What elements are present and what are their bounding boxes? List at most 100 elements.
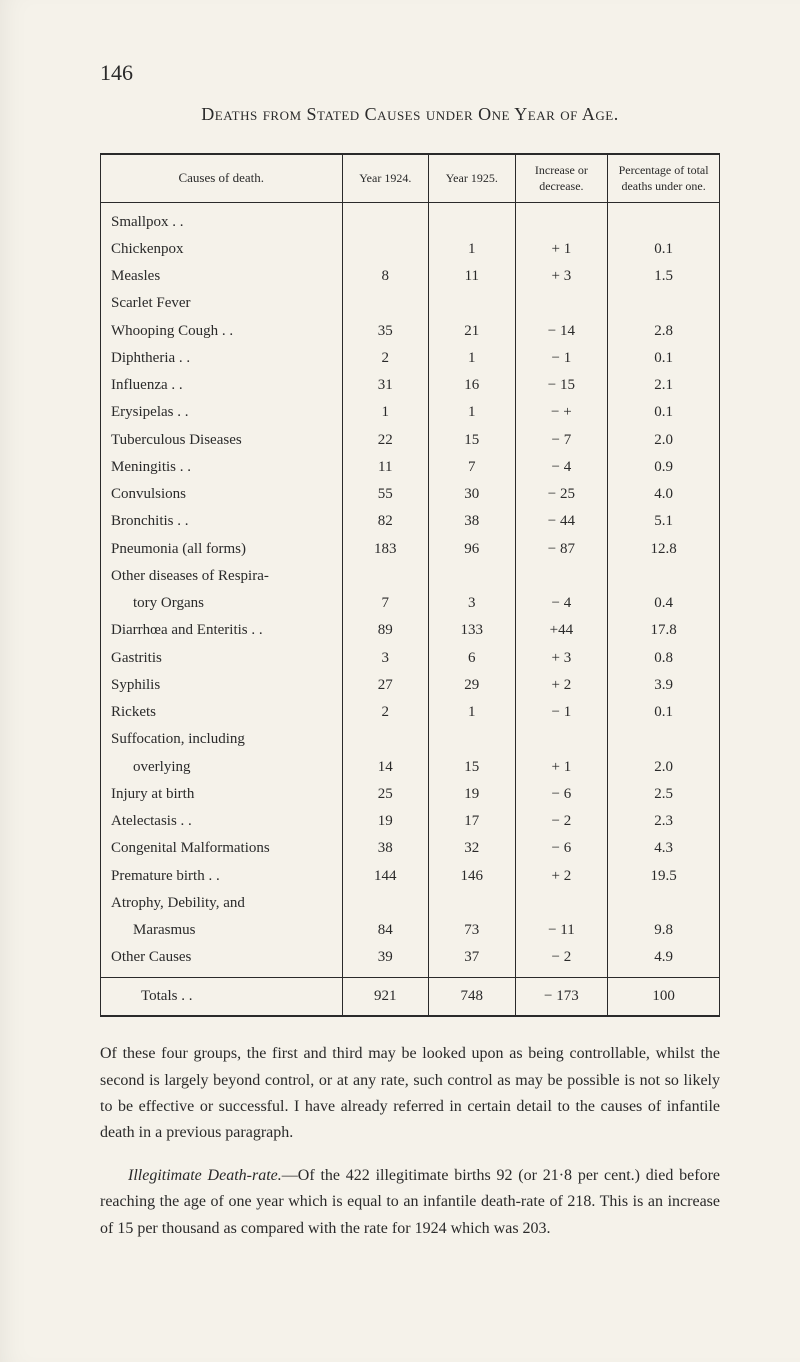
table-row: Chickenpox1+ 10.1 <box>101 236 719 263</box>
deaths-table-container: Causes of death. Year 1924. Year 1925. I… <box>100 153 720 1017</box>
table-row: Scarlet Fever <box>101 290 719 317</box>
table-row: Gastritis36+ 30.8 <box>101 645 719 672</box>
cause-cell: Congenital Malformations <box>101 835 342 862</box>
value-1924: 14 <box>342 754 429 781</box>
value-percentage: 4.0 <box>608 481 719 508</box>
value-increase: + 2 <box>515 863 608 890</box>
value-1925: 19 <box>429 781 516 808</box>
value-percentage: 2.3 <box>608 808 719 835</box>
cause-cell: Syphilis <box>101 672 342 699</box>
table-row: tory Organs73− 40.4 <box>101 590 719 617</box>
page-number: 146 <box>100 60 720 86</box>
value-increase: − 1 <box>515 345 608 372</box>
value-1924: 1 <box>342 399 429 426</box>
value-1924: 55 <box>342 481 429 508</box>
table-body: Smallpox . .Chickenpox1+ 10.1Measles811+… <box>101 203 719 978</box>
table-row: Smallpox . . <box>101 209 719 236</box>
cause-cell: Diphtheria . . <box>101 345 342 372</box>
value-increase: − 44 <box>515 508 608 535</box>
value-percentage <box>608 726 719 753</box>
value-1925: 73 <box>429 917 516 944</box>
table-row: Atelectasis . .1917− 22.3 <box>101 808 719 835</box>
cause-cell: Injury at birth <box>101 781 342 808</box>
page-title: Deaths from Stated Causes under One Year… <box>100 104 720 125</box>
value-1925: 32 <box>429 835 516 862</box>
value-percentage: 2.0 <box>608 427 719 454</box>
table-row: overlying1415+ 12.0 <box>101 754 719 781</box>
value-percentage: 0.9 <box>608 454 719 481</box>
cause-cell: Other diseases of Respira- <box>101 563 342 590</box>
value-1925 <box>429 726 516 753</box>
table-row: Pneumonia (all forms)18396− 8712.8 <box>101 536 719 563</box>
value-1924: 3 <box>342 645 429 672</box>
value-1924 <box>342 236 429 263</box>
cause-cell: Measles <box>101 263 342 290</box>
value-percentage: 4.3 <box>608 835 719 862</box>
cause-cell: Smallpox . . <box>101 209 342 236</box>
value-increase: − 87 <box>515 536 608 563</box>
value-1924: 144 <box>342 863 429 890</box>
table-row: Other diseases of Respira- <box>101 563 719 590</box>
value-1925 <box>429 290 516 317</box>
value-1924 <box>342 890 429 917</box>
value-1925: 29 <box>429 672 516 699</box>
header-cause: Causes of death. <box>101 155 342 203</box>
value-percentage: 2.1 <box>608 372 719 399</box>
value-percentage: 0.1 <box>608 236 719 263</box>
value-increase: − 4 <box>515 454 608 481</box>
cause-cell: Scarlet Fever <box>101 290 342 317</box>
value-1924: 82 <box>342 508 429 535</box>
table-row: Rickets21− 10.1 <box>101 699 719 726</box>
value-percentage: 1.5 <box>608 263 719 290</box>
value-percentage <box>608 890 719 917</box>
value-1925: 16 <box>429 372 516 399</box>
value-percentage: 19.5 <box>608 863 719 890</box>
table-row: Congenital Malformations3832− 64.3 <box>101 835 719 862</box>
table-row: Syphilis2729+ 23.9 <box>101 672 719 699</box>
value-increase <box>515 563 608 590</box>
cause-cell: Atrophy, Debility, and <box>101 890 342 917</box>
cause-cell: Rickets <box>101 699 342 726</box>
value-percentage: 0.8 <box>608 645 719 672</box>
value-percentage: 4.9 <box>608 944 719 971</box>
header-increase: Increase or decrease. <box>515 155 608 203</box>
table-row: Suffocation, including <box>101 726 719 753</box>
value-1925: 17 <box>429 808 516 835</box>
value-increase: − 6 <box>515 781 608 808</box>
value-percentage: 0.1 <box>608 699 719 726</box>
value-increase: − 15 <box>515 372 608 399</box>
value-1925: 37 <box>429 944 516 971</box>
cause-cell: Premature birth . . <box>101 863 342 890</box>
cause-cell: tory Organs <box>101 590 342 617</box>
value-increase: + 3 <box>515 263 608 290</box>
table-row: Erysipelas . .11− +0.1 <box>101 399 719 426</box>
cause-cell: Suffocation, including <box>101 726 342 753</box>
value-1924: 22 <box>342 427 429 454</box>
value-increase: − + <box>515 399 608 426</box>
value-1925: 15 <box>429 427 516 454</box>
value-increase <box>515 726 608 753</box>
value-1924: 38 <box>342 835 429 862</box>
cause-cell: Other Causes <box>101 944 342 971</box>
paragraph-2-lead: Illegitimate Death-rate. <box>128 1167 282 1184</box>
value-percentage <box>608 290 719 317</box>
table-row: Diarrhœa and Enteritis . .89133+4417.8 <box>101 617 719 644</box>
value-1924 <box>342 726 429 753</box>
value-1925: 1 <box>429 345 516 372</box>
value-increase: − 7 <box>515 427 608 454</box>
totals-row: Totals . . 921 748 − 173 100 <box>101 978 719 1016</box>
value-increase <box>515 209 608 236</box>
totals-percentage: 100 <box>608 978 719 1016</box>
value-1925 <box>429 209 516 236</box>
cause-cell: Influenza . . <box>101 372 342 399</box>
totals-increase: − 173 <box>515 978 608 1016</box>
value-percentage: 0.1 <box>608 399 719 426</box>
value-1925: 133 <box>429 617 516 644</box>
value-1924: 84 <box>342 917 429 944</box>
value-percentage: 5.1 <box>608 508 719 535</box>
value-percentage: 2.5 <box>608 781 719 808</box>
table-row: Meningitis . .117− 40.9 <box>101 454 719 481</box>
cause-cell: Pneumonia (all forms) <box>101 536 342 563</box>
cause-cell: Bronchitis . . <box>101 508 342 535</box>
value-percentage <box>608 209 719 236</box>
